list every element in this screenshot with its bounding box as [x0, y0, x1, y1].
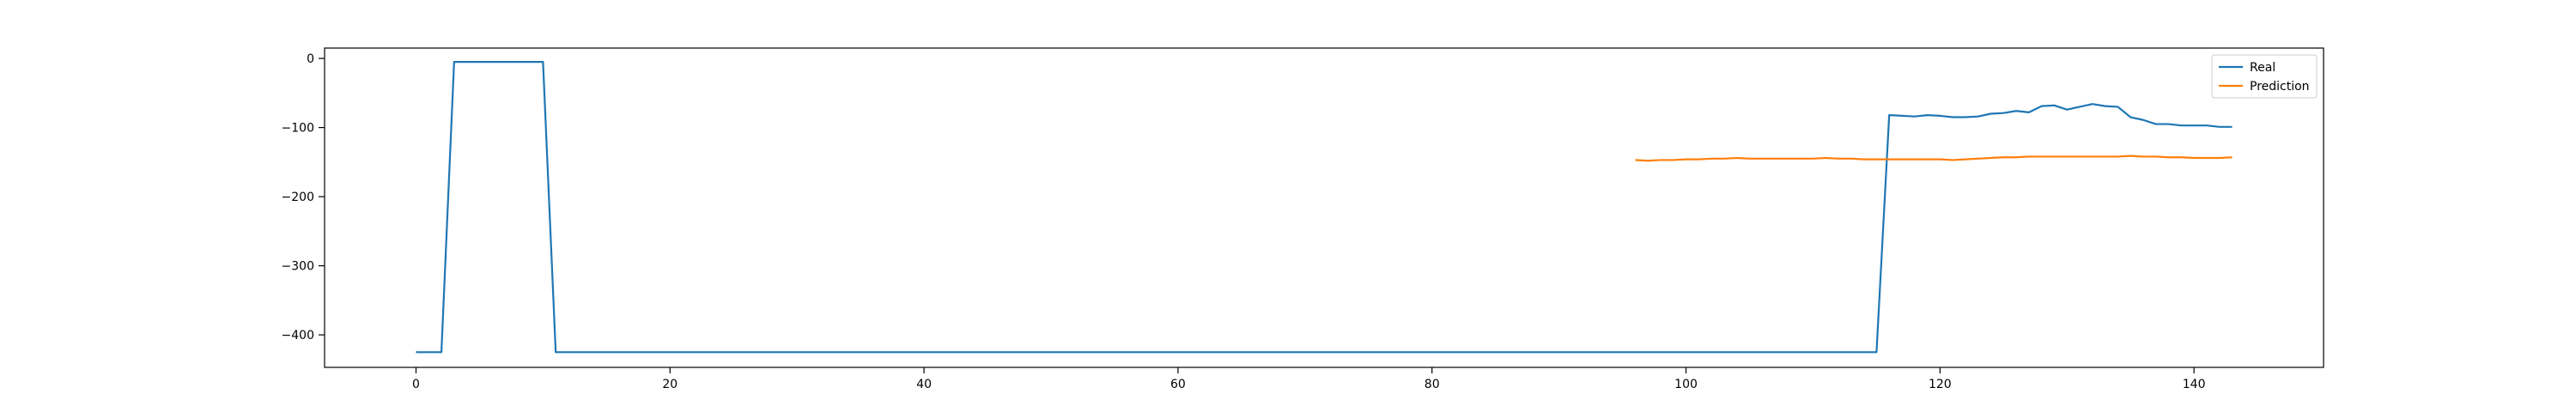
y-tick-label: −100 [282, 122, 314, 136]
legend-label: Prediction [2250, 80, 2310, 94]
series-line-prediction [1635, 154, 2233, 162]
x-tick-label: 60 [1170, 378, 1186, 391]
y-tick-label: −200 [282, 191, 314, 204]
y-tick-label: −300 [282, 260, 314, 274]
legend-box [2211, 54, 2318, 99]
x-tick-label: 40 [916, 378, 932, 391]
y-tick-label: −400 [282, 329, 314, 342]
x-tick-label: 80 [1425, 378, 1440, 391]
x-tick-label: 140 [2183, 378, 2206, 391]
series-line-real [416, 61, 2233, 354]
x-tick-label: 100 [1674, 378, 1698, 391]
plot-area-frame [324, 47, 2324, 368]
axis-ticks: 0 20 40 60 80 100 120 140 0 −100 −200 −300 −400 [282, 52, 2206, 391]
legend-label: Real [2250, 61, 2275, 75]
y-tick-label: 0 [307, 52, 314, 66]
legend: Real Prediction [2211, 54, 2318, 99]
x-tick-label: 120 [1929, 378, 1952, 391]
series-layer [416, 61, 2233, 354]
x-tick-label: 20 [662, 378, 677, 391]
x-tick-label: 0 [412, 378, 420, 391]
